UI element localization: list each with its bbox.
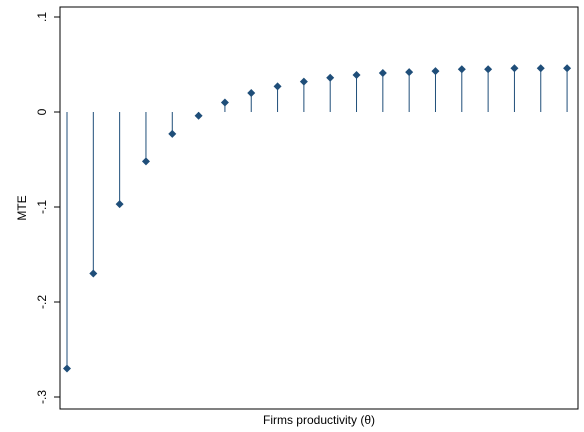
y-tick-label: .1 <box>35 12 49 22</box>
y-tick-label: -.3 <box>35 390 49 404</box>
y-axis-title: MTE <box>15 195 29 220</box>
data-point <box>299 77 308 86</box>
data-point <box>247 89 256 97</box>
data-point <box>352 70 361 79</box>
plot-frame <box>59 6 579 410</box>
data-point <box>141 157 150 166</box>
data-point <box>563 64 572 73</box>
data-point <box>89 269 98 278</box>
data-point <box>378 69 387 78</box>
y-tick-label: 0 <box>35 108 49 115</box>
y-axis-ticks: .1 0 -.1 -.2 -.3 <box>35 12 60 404</box>
data-point <box>194 111 203 120</box>
data-point <box>115 200 124 209</box>
data-point <box>220 98 229 107</box>
stem-lines <box>66 68 568 369</box>
data-point <box>405 68 414 77</box>
data-point <box>536 64 545 73</box>
data-point <box>63 364 71 373</box>
data-point <box>510 64 519 73</box>
data-markers <box>63 64 572 373</box>
y-tick-label: -.2 <box>35 295 49 309</box>
x-axis-title: Firms productivity (θ) <box>263 413 375 427</box>
y-tick-label: -.1 <box>35 200 49 214</box>
data-point <box>431 67 440 76</box>
data-point <box>484 65 493 74</box>
data-point <box>326 73 335 82</box>
data-point <box>273 82 282 91</box>
data-point <box>168 129 177 138</box>
data-point <box>457 65 466 74</box>
